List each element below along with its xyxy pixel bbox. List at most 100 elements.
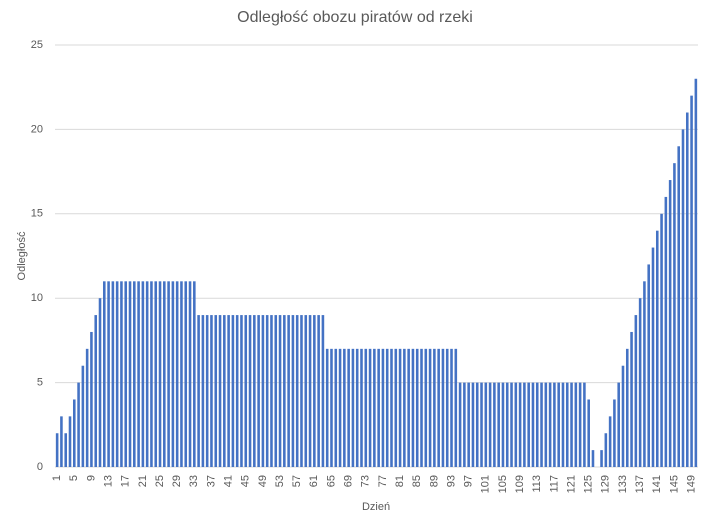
bar (540, 382, 543, 467)
bar (681, 129, 685, 467)
x-tick-label: 53 (274, 475, 286, 487)
bar (600, 450, 603, 467)
x-tick-label: 61 (308, 475, 320, 487)
bar (283, 315, 286, 467)
bar (150, 281, 153, 467)
bar (287, 315, 290, 467)
bar (317, 315, 320, 467)
bar (257, 315, 260, 467)
bar (420, 348, 423, 467)
x-tick-label: 137 (634, 475, 646, 493)
x-tick-label: 93 (445, 475, 457, 487)
x-tick-label: 149 (685, 475, 697, 493)
bar (634, 315, 638, 467)
bar (471, 382, 475, 467)
bar (248, 315, 252, 467)
bar (561, 382, 565, 467)
bar (565, 382, 569, 467)
bar (403, 348, 406, 467)
x-tick-label: 129 (600, 475, 612, 493)
bar (167, 281, 170, 467)
bar (103, 281, 106, 467)
bar (685, 112, 689, 468)
x-tick-label: 69 (343, 475, 355, 487)
bar (411, 348, 415, 467)
bar (475, 382, 479, 467)
bar (591, 450, 595, 467)
bar (608, 416, 612, 467)
bar (373, 348, 376, 467)
bar (664, 196, 668, 468)
bar (300, 315, 303, 467)
bar (463, 382, 466, 467)
bar (458, 382, 462, 467)
bar (128, 281, 132, 467)
bar (488, 382, 492, 467)
bar (145, 281, 149, 467)
bar (428, 348, 432, 467)
bar (651, 247, 655, 467)
y-tick-label: 25 (31, 39, 43, 51)
bar (523, 382, 526, 467)
bar (621, 365, 625, 467)
bar (544, 382, 548, 467)
x-tick-label: 49 (257, 475, 269, 487)
y-tick-label: 0 (37, 461, 43, 473)
bar (188, 281, 192, 467)
y-tick-label: 20 (31, 123, 43, 135)
bar (231, 315, 235, 467)
bar (261, 315, 265, 467)
bar (330, 348, 333, 467)
x-tick-label: 125 (583, 475, 595, 493)
bar (197, 315, 200, 467)
bar (415, 348, 419, 467)
bar (441, 348, 445, 467)
bar (210, 315, 213, 467)
bar (677, 146, 680, 467)
x-tick-label: 17 (120, 475, 132, 487)
bar (570, 382, 573, 467)
x-tick-label: 85 (411, 475, 423, 487)
bar (518, 382, 522, 467)
bar (81, 365, 85, 467)
x-tick-label: 121 (565, 475, 577, 493)
bar (377, 348, 380, 467)
bar (270, 315, 273, 467)
bar (77, 382, 80, 467)
x-tick-label: 81 (394, 475, 406, 487)
x-tick-label: 41 (223, 475, 235, 487)
bar (68, 416, 72, 467)
y-tick-label: 5 (37, 377, 43, 389)
bar (85, 348, 89, 467)
bar (321, 315, 325, 467)
bar (535, 382, 539, 467)
bar (253, 315, 256, 467)
bar (630, 331, 633, 467)
bar (613, 399, 616, 467)
bar (115, 281, 119, 467)
bar (184, 281, 188, 467)
bar (218, 315, 222, 467)
bar (660, 213, 663, 467)
x-tick-label: 29 (171, 475, 183, 487)
x-tick-label: 45 (240, 475, 252, 487)
bar (673, 163, 676, 467)
bar (493, 382, 496, 467)
bar (390, 348, 393, 467)
x-tick-label: 141 (651, 475, 663, 493)
bar (171, 281, 175, 467)
bar (133, 281, 136, 467)
bar (437, 348, 440, 467)
bar (497, 382, 500, 467)
bar (578, 382, 582, 467)
bar (445, 348, 449, 467)
x-axis-label: Dzień (362, 501, 390, 513)
bar (381, 348, 385, 467)
bar (694, 78, 698, 467)
bar (587, 399, 590, 467)
bar (193, 281, 196, 467)
bar (163, 281, 166, 467)
bar (158, 281, 162, 467)
bar (240, 315, 243, 467)
